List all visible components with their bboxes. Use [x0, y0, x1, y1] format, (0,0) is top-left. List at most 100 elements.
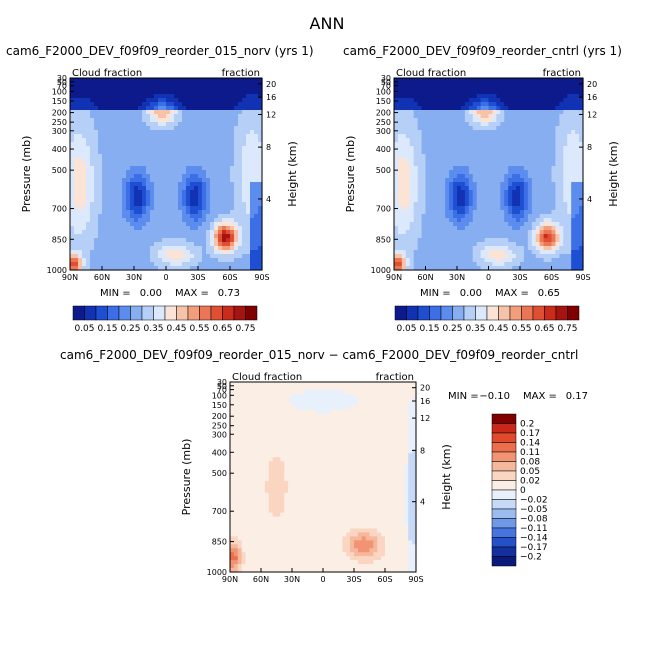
- contour-cell: [166, 186, 171, 191]
- contour-cell: [464, 174, 470, 179]
- contour-cell: [234, 86, 239, 91]
- contour-cell: [226, 118, 231, 123]
- contour-cell: [543, 78, 549, 83]
- contour-cell: [138, 258, 143, 263]
- contour-cell: [246, 202, 251, 207]
- contour-cell: [496, 202, 501, 207]
- contour-cell: [82, 266, 87, 271]
- contour-cell: [555, 258, 560, 263]
- contour-cell: [242, 214, 247, 219]
- contour-cell: [547, 202, 553, 207]
- contour-cell: [210, 94, 215, 99]
- contour-cell: [539, 86, 545, 91]
- contour-cell: [250, 82, 255, 87]
- contour-cell: [523, 170, 529, 175]
- contour-cell: [110, 250, 115, 255]
- contour-cell: [464, 82, 470, 87]
- contour-cell: [237, 500, 243, 506]
- contour-cell: [245, 433, 250, 439]
- contour-cell: [464, 142, 470, 147]
- contour-cell: [194, 202, 199, 207]
- contour-cell: [237, 421, 243, 427]
- contour-cell: [102, 178, 107, 183]
- contour-cell: [441, 246, 446, 251]
- contour-cell: [476, 90, 482, 95]
- contour-cell: [218, 210, 223, 215]
- contour-cell: [106, 78, 111, 83]
- contour-cell: [559, 194, 564, 199]
- contour-cell: [500, 102, 505, 107]
- contour-cell: [457, 242, 462, 247]
- contour-cell: [82, 210, 87, 215]
- contour-cell: [468, 218, 474, 223]
- contour-cell: [437, 218, 442, 223]
- contour-cell: [535, 198, 541, 203]
- contour-cell: [86, 202, 91, 207]
- contour-cell: [449, 134, 454, 139]
- contour-cell: [516, 258, 521, 263]
- contour-cell: [162, 258, 167, 263]
- contour-cell: [413, 162, 419, 167]
- contour-cell: [433, 130, 438, 135]
- contour-cell: [158, 102, 163, 107]
- contour-cell: [78, 182, 83, 187]
- contour-cell: [401, 142, 407, 147]
- contour-cell: [496, 258, 501, 263]
- contour-cell: [250, 142, 255, 147]
- contour-cell: [520, 222, 525, 227]
- contour-cell: [150, 178, 155, 183]
- contour-cell: [535, 262, 541, 267]
- contour-cell: [571, 98, 576, 103]
- contour-cell: [559, 110, 564, 115]
- contour-cell: [445, 122, 450, 127]
- contour-cell: [250, 250, 255, 255]
- contour-cell: [86, 222, 91, 227]
- contour-cell: [202, 78, 207, 83]
- contour-cell: [409, 230, 415, 235]
- contour-cell: [397, 90, 403, 95]
- contour-cell: [441, 90, 446, 95]
- contour-cell: [401, 82, 407, 87]
- contour-cell: [413, 110, 419, 115]
- contour-cell: [226, 130, 231, 135]
- contour-cell: [126, 190, 131, 195]
- contour-cell: [523, 162, 529, 167]
- contour-cell: [114, 242, 119, 247]
- contour-cell: [158, 146, 163, 151]
- contour-cell: [238, 186, 243, 191]
- contour-cell: [194, 78, 199, 83]
- contour-cell: [464, 118, 470, 123]
- contour-cell: [535, 246, 541, 251]
- contour-cell: [563, 166, 568, 171]
- contour-cell: [182, 90, 187, 95]
- contour-cell: [441, 130, 446, 135]
- x-tick-label: 60S: [544, 273, 559, 282]
- contour-cell: [571, 82, 576, 87]
- contour-cell: [102, 266, 107, 271]
- contour-cell: [575, 218, 580, 223]
- contour-cell: [258, 78, 263, 83]
- contour-cell: [154, 214, 159, 219]
- contour-cell: [492, 98, 497, 103]
- contour-cell: [421, 110, 427, 115]
- contour-cell: [246, 238, 251, 243]
- contour-cell: [106, 258, 111, 263]
- contour-cell: [158, 226, 163, 231]
- contour-cell: [512, 222, 517, 227]
- contour-cell: [563, 202, 568, 207]
- contour-cell: [457, 210, 462, 215]
- contour-cell: [186, 86, 191, 91]
- contour-cell: [206, 218, 211, 223]
- contour-cell: [504, 182, 509, 187]
- contour-cell: [138, 102, 143, 107]
- contour-cell: [575, 78, 580, 83]
- contour-cell: [437, 166, 442, 171]
- contour-cell: [234, 202, 239, 207]
- left-label: Cloud fraction: [72, 68, 142, 79]
- contour-cell: [460, 198, 466, 203]
- contour-cell: [425, 246, 431, 251]
- contour-cell: [575, 82, 580, 87]
- contour-cell: [523, 190, 529, 195]
- contour-cell: [480, 86, 486, 91]
- contour-cell: [394, 142, 399, 147]
